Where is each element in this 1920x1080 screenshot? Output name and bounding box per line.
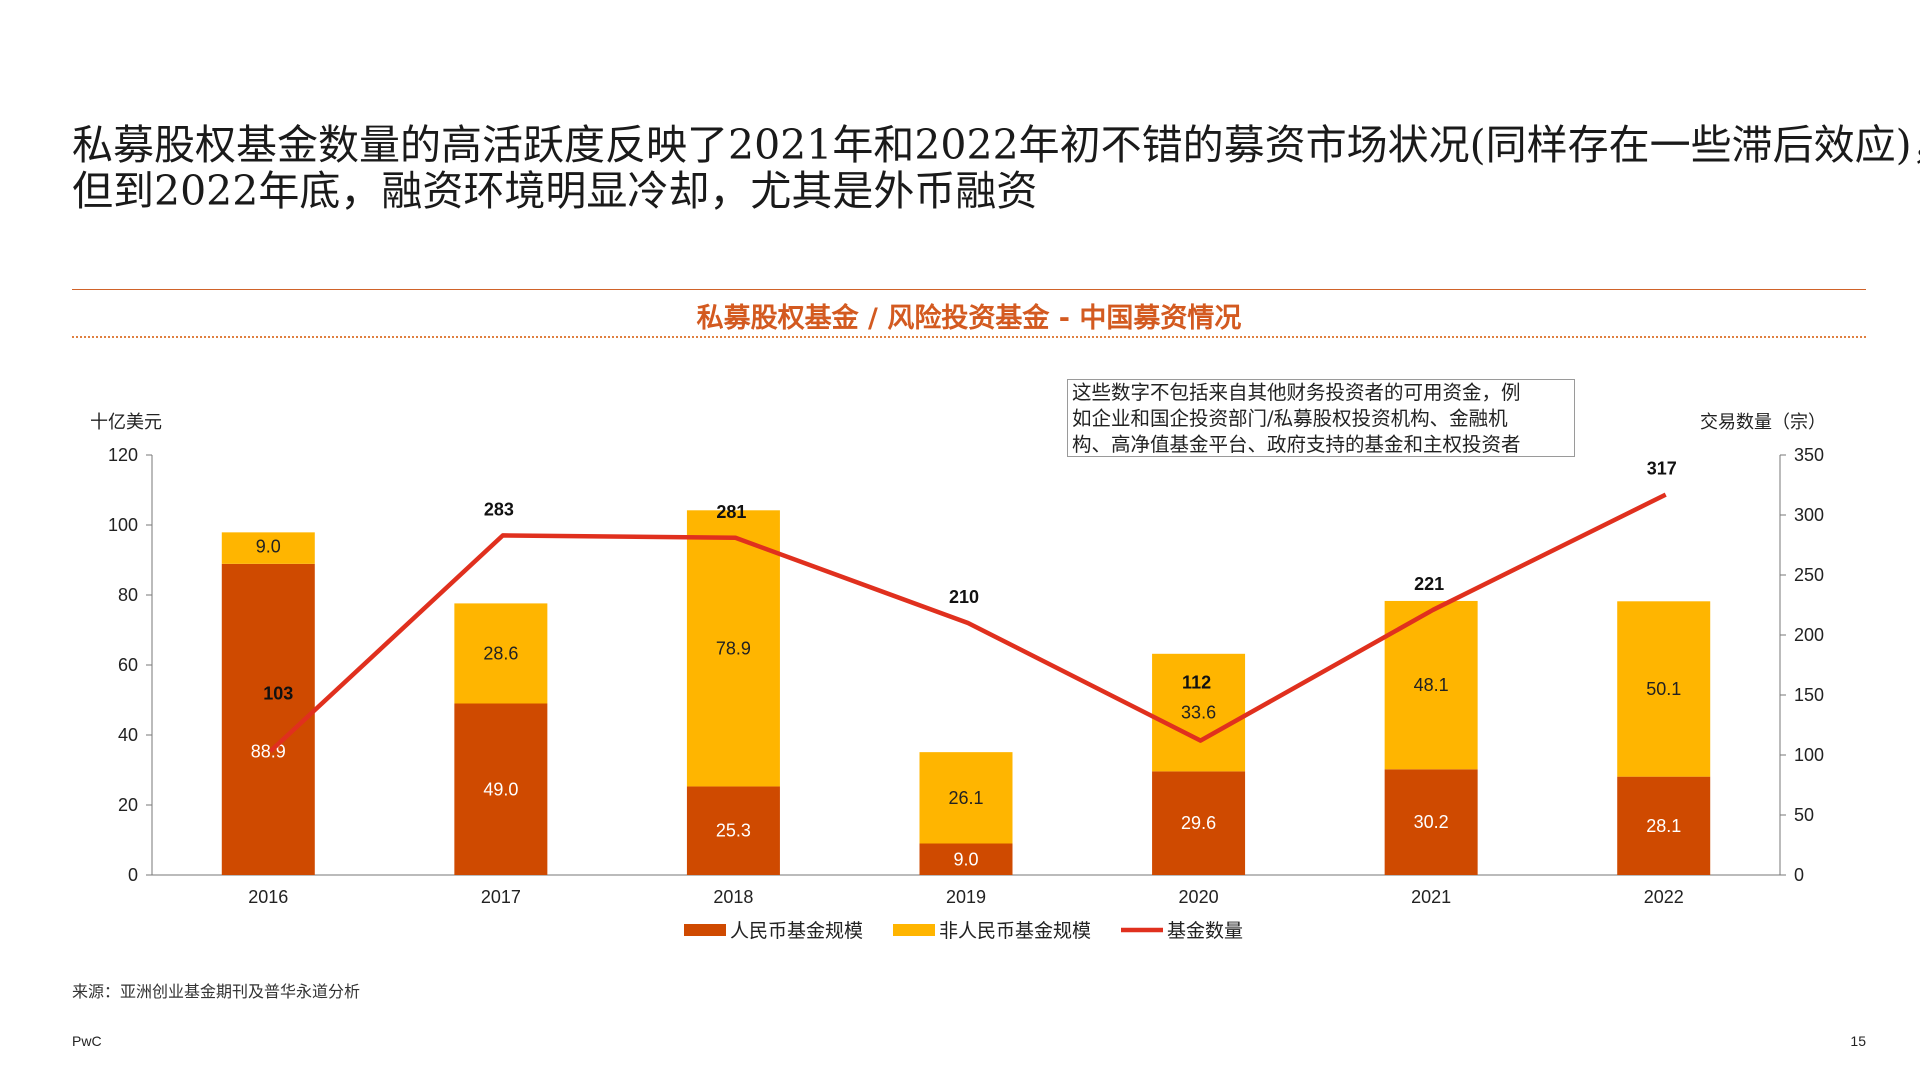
legend-bar-swatch — [684, 924, 726, 936]
x-axis-category-label: 2016 — [248, 887, 288, 907]
right-axis-tick-label: 150 — [1794, 685, 1824, 705]
section-top-rule — [72, 289, 1866, 290]
x-axis-category-label: 2020 — [1179, 887, 1219, 907]
note-line-2: 如企业和国企投资部门/私募股权投资机构、金融机 — [1072, 407, 1508, 430]
bar-value-label: 30.2 — [1414, 812, 1449, 832]
left-axis-tick-label: 120 — [108, 445, 138, 465]
headline-line-1: 私募股权基金数量的高活跃度反映了2021年和2022年初不错的募资市场状况(同样… — [72, 121, 1920, 169]
bar-value-label: 49.0 — [483, 779, 518, 799]
legend-label: 基金数量 — [1167, 920, 1243, 942]
note-line-1: 这些数字不包括来自其他财务投资者的可用资金，例 — [1072, 381, 1521, 404]
right-axis-tick-label: 250 — [1794, 565, 1824, 585]
note-line-3: 构、高净值基金平台、政府支持的基金和主权投资者 — [1072, 433, 1521, 456]
bar-segment — [1617, 601, 1711, 777]
x-axis-category-label: 2021 — [1411, 887, 1451, 907]
bar-value-label: 9.0 — [953, 849, 978, 869]
bar-value-label: 50.1 — [1646, 679, 1681, 699]
legend-label: 人民币基金规模 — [730, 920, 863, 942]
bar-value-label: 29.6 — [1181, 813, 1216, 833]
bar-segment — [454, 603, 548, 704]
section-dotted-rule — [72, 336, 1866, 338]
footer-brand: PwC — [72, 1033, 102, 1049]
right-axis-tick-label: 0 — [1794, 865, 1804, 885]
bar-value-label: 26.1 — [948, 788, 983, 808]
page-headline: 私募股权基金数量的高活跃度反映了2021年和2022年初不错的募资市场状况(同样… — [72, 121, 1920, 215]
bar-segment — [221, 563, 315, 875]
bar-segment — [1152, 653, 1246, 772]
section-title: 私募股权基金 / 风险投资基金 - 中国募资情况 — [696, 303, 1242, 334]
bar-value-label: 28.1 — [1646, 816, 1681, 836]
bar-segment — [919, 843, 1013, 875]
fund-count-label: 112 — [1182, 673, 1211, 693]
bar-segment — [919, 752, 1013, 844]
x-axis-category-label: 2017 — [481, 887, 521, 907]
right-axis-tick-label: 200 — [1794, 625, 1824, 645]
bar-segment — [454, 703, 548, 875]
left-axis-tick-label: 0 — [128, 865, 138, 885]
bar-segment — [221, 532, 315, 564]
bar-value-label: 33.6 — [1181, 703, 1216, 723]
fund-count-label: 317 — [1647, 459, 1677, 479]
bar-segment — [1152, 771, 1246, 875]
headline-line-2: 但到2022年底，融资环境明显冷却，尤其是外币融资 — [72, 167, 1038, 215]
fund-count-label: 103 — [263, 683, 293, 703]
bar-value-label: 28.6 — [483, 643, 518, 663]
bar-value-label: 78.9 — [716, 638, 751, 658]
bar-segment — [1617, 776, 1711, 875]
bar-segment — [1384, 769, 1478, 875]
right-axis-tick-label: 50 — [1794, 805, 1814, 825]
chart-note-box: 这些数字不包括来自其他财务投资者的可用资金，例 如企业和国企投资部门/私募股权投… — [1067, 379, 1575, 457]
left-axis-tick-label: 20 — [118, 795, 138, 815]
right-axis-tick-label: 100 — [1794, 745, 1824, 765]
left-axis-tick-label: 40 — [118, 725, 138, 745]
x-axis-category-label: 2018 — [713, 887, 753, 907]
bar-value-label: 25.3 — [716, 821, 751, 841]
bar-segment — [686, 786, 780, 875]
right-axis-title: 交易数量（宗） — [1700, 412, 1826, 432]
fund-count-label: 281 — [716, 502, 746, 522]
fund-count-label: 221 — [1414, 574, 1444, 594]
x-axis-category-label: 2019 — [946, 887, 986, 907]
fund-count-label: 210 — [949, 587, 979, 607]
left-axis-title: 十亿美元 — [90, 412, 162, 432]
bar-segment — [686, 510, 780, 787]
right-axis-tick-label: 300 — [1794, 505, 1824, 525]
fund-count-line — [268, 492, 1667, 754]
legend-bar-swatch — [893, 924, 935, 936]
x-axis-category-label: 2022 — [1644, 887, 1684, 907]
bar-value-label: 9.0 — [256, 536, 281, 556]
left-axis-tick-label: 60 — [118, 655, 138, 675]
bar-value-label: 48.1 — [1414, 675, 1449, 695]
legend-label: 非人民币基金规模 — [939, 920, 1091, 942]
right-axis-tick-label: 350 — [1794, 445, 1824, 465]
left-axis-tick-label: 100 — [108, 515, 138, 535]
left-axis-tick-label: 80 — [118, 585, 138, 605]
fund-count-label: 283 — [484, 499, 514, 519]
page-number: 15 — [1850, 1033, 1866, 1049]
source-note: 来源：亚洲创业基金期刊及普华永道分析 — [72, 982, 361, 1001]
